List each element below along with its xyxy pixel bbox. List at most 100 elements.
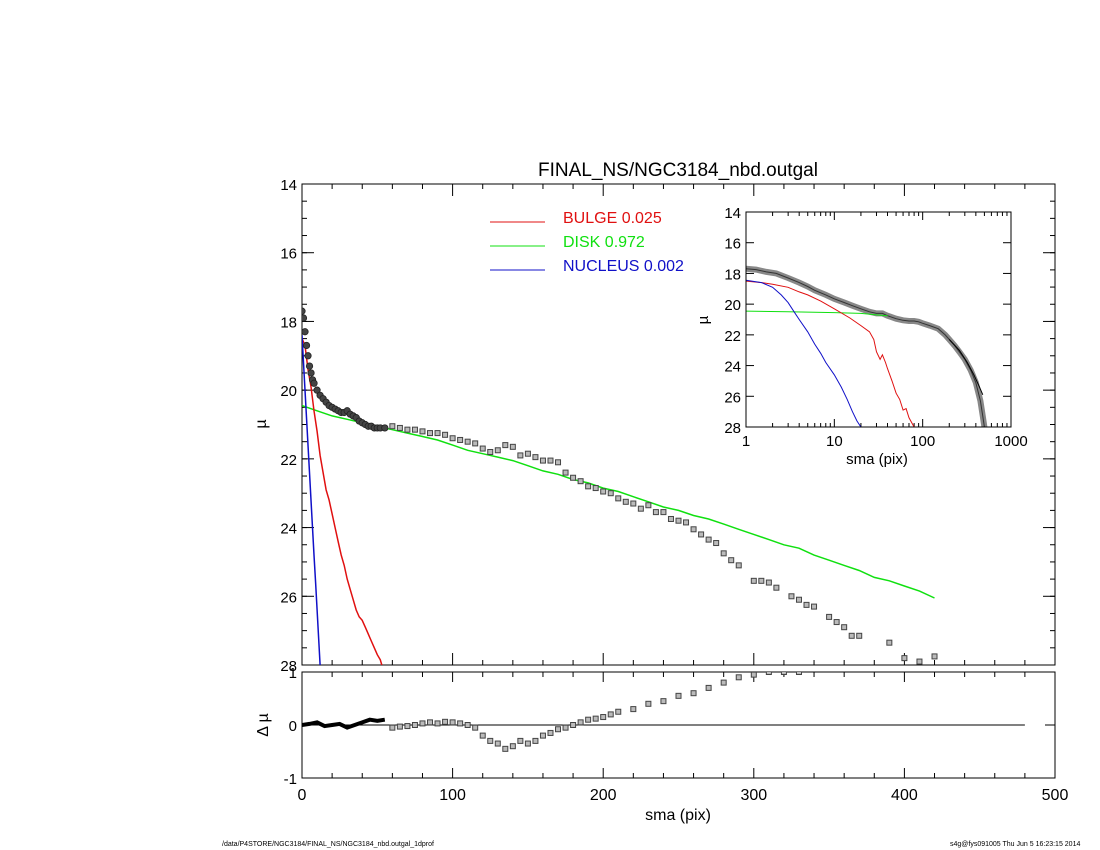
residual-point	[750, 672, 757, 678]
chart-title: FINAL_NS/NGC3184_nbd.outgal	[538, 160, 818, 181]
main-y-axis-label: µ	[253, 419, 270, 428]
y-tick-label: 28	[280, 658, 297, 675]
residual-point	[735, 674, 742, 681]
data-point	[622, 498, 629, 505]
data-point	[833, 619, 840, 626]
data-point	[758, 577, 765, 584]
residual-point	[562, 724, 569, 731]
data-point	[449, 435, 456, 442]
data-point	[434, 430, 441, 437]
x-tick-label: 100	[439, 787, 466, 804]
inset-x-axis-label: sma (pix)	[846, 451, 908, 468]
residual-point	[509, 743, 516, 750]
footer-file-path: /data/P4STORE/NGC3184/FINAL_NS/NGC3184_n…	[222, 841, 434, 848]
residual-point	[555, 726, 562, 733]
inset-y-tick-label: 16	[724, 236, 741, 253]
residual-point	[532, 737, 539, 744]
residual-point	[389, 724, 396, 731]
data-point	[713, 540, 720, 547]
data-point	[310, 379, 318, 387]
inset-bulge-line	[746, 280, 915, 427]
main-data-points	[302, 307, 938, 665]
residual-point	[539, 732, 546, 739]
x-tick-label: 500	[1042, 787, 1069, 804]
residual-point	[404, 723, 411, 730]
data-point	[728, 557, 735, 564]
inset-x-tick-label: 1	[742, 433, 750, 450]
data-point	[502, 442, 509, 449]
residual-point	[577, 719, 584, 726]
residual-point	[592, 715, 599, 722]
residual-point	[675, 692, 682, 699]
residual-point	[547, 729, 554, 736]
data-point	[765, 579, 772, 586]
inset-y-tick-label: 14	[724, 205, 741, 222]
y-tick-label: 16	[280, 246, 297, 263]
residual-y-axis-label: Δ µ	[255, 713, 272, 736]
y-tick-label: 0	[289, 718, 297, 735]
data-point	[630, 500, 637, 507]
residual-point	[502, 745, 509, 752]
data-point	[750, 577, 757, 584]
data-point	[404, 426, 411, 433]
inset-nucleus-line	[746, 279, 862, 427]
inset-y-tick-label: 24	[724, 359, 741, 376]
data-point	[396, 424, 403, 431]
data-point	[547, 457, 554, 464]
inset-y-tick-label: 20	[724, 297, 741, 314]
residual-point	[690, 690, 697, 697]
data-point	[901, 655, 908, 662]
y-tick-label: 24	[280, 521, 297, 538]
residual-point	[607, 711, 614, 718]
residual-points	[302, 672, 802, 752]
data-point	[302, 341, 311, 350]
inset-model-line	[948, 339, 984, 395]
legend-label: NUCLEUS 0.002	[563, 258, 684, 275]
data-point	[720, 550, 727, 557]
data-point	[305, 362, 314, 370]
inset-log-panel: 14 16 18 20 22 24 26 281 10 100 1000 µ sma (pix)	[695, 205, 1028, 468]
x-tick-label: 0	[298, 787, 307, 804]
x-tick-label: 400	[891, 787, 918, 804]
residual-point	[479, 732, 486, 739]
legend: BULGE 0.025 DISK 0.972 NUCLEUS 0.002	[490, 210, 684, 275]
data-point	[592, 485, 599, 492]
residual-core-line	[302, 717, 386, 730]
data-point	[667, 515, 674, 522]
y-tick-label: 22	[280, 452, 297, 469]
inset-y-tick-label: 26	[724, 389, 741, 406]
data-point	[615, 495, 622, 502]
x-tick-label: 300	[740, 787, 767, 804]
residual-point	[487, 737, 494, 744]
residual-point	[570, 722, 577, 728]
legend-label: DISK 0.972	[563, 234, 645, 251]
inset-disk-line	[746, 310, 888, 317]
inset-x-tick-label: 100	[910, 433, 935, 450]
data-point	[698, 531, 705, 538]
residual-point	[600, 714, 607, 721]
residual-point	[411, 722, 418, 728]
residual-point	[660, 698, 667, 705]
y-tick-label: 1	[289, 665, 297, 682]
data-point	[577, 478, 584, 485]
residual-point	[780, 672, 787, 675]
data-point	[307, 369, 315, 377]
bulge-line	[302, 338, 383, 665]
residual-point	[457, 720, 464, 727]
main-profile-panel: 14 16 18 20 22 24 26 28 µ BULGE 0.025 DISK 0.972…	[253, 177, 1056, 675]
data-point	[637, 505, 644, 512]
residual-point	[494, 740, 501, 747]
data-point	[539, 457, 546, 464]
footer-timestamp: s4g@fys091005 Thu Jun 5 16:23:15 2014	[950, 841, 1081, 848]
data-point	[524, 450, 531, 457]
residual-point	[449, 719, 456, 726]
data-point	[479, 445, 486, 452]
residual-point	[795, 672, 802, 675]
y-tick-label: 18	[280, 314, 297, 331]
data-point	[302, 328, 309, 336]
inset-y-tick-label: 28	[724, 420, 741, 437]
data-point	[683, 519, 690, 526]
data-point	[652, 509, 659, 516]
legend-label: BULGE 0.025	[563, 210, 662, 227]
